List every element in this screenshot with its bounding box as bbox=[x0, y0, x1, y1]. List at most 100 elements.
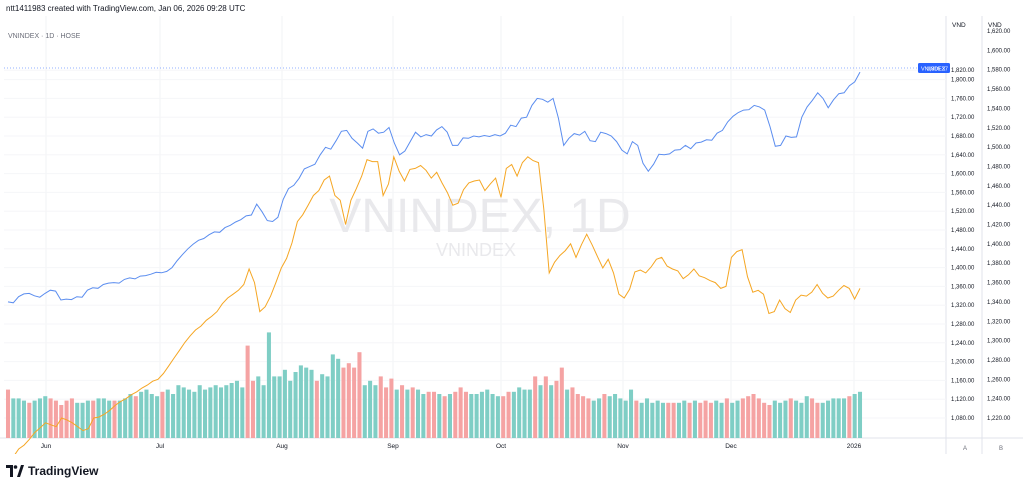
volume-bar bbox=[261, 385, 266, 438]
volume-bar bbox=[575, 394, 580, 438]
volume-bar bbox=[820, 402, 825, 438]
volume-bar bbox=[203, 389, 208, 438]
axis2-tick-label: 1,600.00 bbox=[987, 48, 1011, 54]
volume-bar bbox=[719, 402, 724, 438]
volume-bar bbox=[336, 358, 341, 438]
volume-bar bbox=[655, 400, 660, 438]
volume-bar bbox=[149, 394, 154, 438]
axis2-tick-label: 1,580.00 bbox=[987, 68, 1011, 74]
volume-bar bbox=[155, 396, 160, 438]
axis1-tick-label: 1,400.00 bbox=[951, 266, 975, 272]
volume-bar bbox=[37, 398, 42, 438]
volume-bar bbox=[442, 396, 447, 438]
volume-bar bbox=[426, 391, 431, 438]
volume-bar bbox=[852, 394, 857, 438]
volume-bar bbox=[277, 376, 282, 438]
volume-bar bbox=[538, 385, 543, 438]
volume-bar bbox=[266, 332, 271, 438]
volume-bar bbox=[69, 398, 74, 438]
price-axis-2: 1,620.00 1,600.00 1,580.00 1,560.00 1,540.00… bbox=[987, 29, 1011, 422]
volume-bar bbox=[107, 400, 112, 438]
volume-bar bbox=[362, 385, 367, 438]
volume-bar bbox=[384, 387, 389, 438]
grid bbox=[0, 16, 1023, 454]
axis-button-a[interactable]: A bbox=[963, 446, 967, 452]
volume-bar bbox=[101, 398, 106, 438]
axis2-tick-label: 1,460.00 bbox=[987, 184, 1011, 190]
volume-bar bbox=[208, 387, 213, 438]
volume-bar bbox=[240, 387, 245, 438]
volume-bar bbox=[618, 398, 623, 438]
volume-bar bbox=[740, 398, 745, 438]
volume-bar bbox=[410, 387, 415, 438]
axis1-tick-label: 1,360.00 bbox=[951, 284, 975, 290]
volume-bar bbox=[570, 387, 575, 438]
volume-bar bbox=[431, 391, 437, 438]
volume-bar bbox=[751, 394, 756, 438]
volume-bar bbox=[634, 400, 639, 438]
axis1-tick-label: 1,720.00 bbox=[951, 115, 975, 121]
axis1-tick-label: 1,480.00 bbox=[951, 228, 975, 234]
volume-bar bbox=[517, 387, 522, 438]
axis-button-b[interactable]: B bbox=[999, 446, 1003, 452]
volume-bar bbox=[192, 391, 197, 438]
axis2-tick-label: 1,400.00 bbox=[987, 242, 1011, 248]
axis1-tick-label: 1,820.00 bbox=[951, 68, 975, 74]
axis1-tick-label: 1,280.00 bbox=[951, 322, 975, 328]
axis2-tick-label: 1,420.00 bbox=[987, 223, 1011, 229]
axis2-tick-label: 1,380.00 bbox=[987, 261, 1011, 267]
volume-bar bbox=[495, 396, 500, 438]
axis1-tick-label: 1,440.00 bbox=[951, 247, 975, 253]
axis2-tick-label: 1,540.00 bbox=[987, 106, 1011, 112]
volume-bar bbox=[378, 376, 383, 438]
price-tag: VNINDEX 1,816.27 bbox=[918, 63, 950, 73]
axis2-tick-label: 1,360.00 bbox=[987, 281, 1011, 287]
volume-bar bbox=[629, 389, 634, 438]
volume-bar bbox=[698, 402, 703, 438]
axis1-tick-label: 1,120.00 bbox=[951, 397, 975, 403]
volume-bar bbox=[59, 405, 64, 438]
volume-bar bbox=[282, 369, 287, 438]
volume-bar bbox=[794, 400, 799, 438]
volume-bar bbox=[309, 369, 314, 438]
axis1-tick-label: 1,160.00 bbox=[951, 378, 975, 384]
volume-bar bbox=[549, 385, 554, 438]
chart-credit: ntt1411983 created with TradingView.com,… bbox=[6, 4, 246, 13]
volume-bar bbox=[676, 402, 681, 438]
watermark-small: VNINDEX bbox=[436, 240, 516, 260]
axis1-tick-label: 1,520.00 bbox=[951, 209, 975, 215]
volume-bar bbox=[682, 400, 687, 438]
volume-bar bbox=[474, 394, 479, 438]
axis1-tick-label: 1,080.00 bbox=[951, 416, 975, 422]
x-tick-label: Aug bbox=[276, 443, 288, 450]
volume-bar bbox=[394, 389, 399, 438]
axis1-tick-label: 1,600.00 bbox=[951, 172, 975, 178]
volume-bar bbox=[533, 376, 538, 438]
axis2-tick-label: 1,320.00 bbox=[987, 319, 1011, 325]
chart-frame[interactable]: VNINDEX, 1D VNINDEX 1,820.00 1,800.00 1,76… bbox=[0, 16, 1023, 462]
volume-bar bbox=[836, 398, 841, 438]
volume-bar bbox=[708, 402, 713, 438]
volume-bar bbox=[224, 385, 229, 438]
volume-bar bbox=[27, 402, 32, 438]
volume-bar bbox=[43, 396, 48, 438]
tradingview-footer[interactable]: TradingView bbox=[6, 464, 98, 478]
volume-bar bbox=[804, 396, 809, 438]
volume-bar bbox=[447, 394, 452, 438]
volume-bar bbox=[799, 402, 804, 438]
volume-bar bbox=[453, 391, 458, 438]
volume-bar bbox=[613, 394, 618, 438]
chart-svg[interactable]: VNINDEX, 1D VNINDEX 1,820.00 1,800.00 1,76… bbox=[0, 16, 1023, 462]
volume-bar bbox=[144, 389, 149, 438]
volume-bar bbox=[325, 376, 330, 438]
volume-bar bbox=[357, 352, 362, 438]
volume-bar bbox=[756, 398, 761, 438]
volume-bar bbox=[341, 367, 346, 438]
volume-bar bbox=[463, 391, 468, 438]
volume-bar bbox=[724, 398, 729, 438]
volume-bar bbox=[639, 402, 644, 438]
volume-bar bbox=[112, 400, 117, 438]
axis2-unit: VND bbox=[988, 22, 1002, 29]
volume-bar bbox=[234, 380, 239, 438]
volume-bar bbox=[623, 400, 628, 438]
